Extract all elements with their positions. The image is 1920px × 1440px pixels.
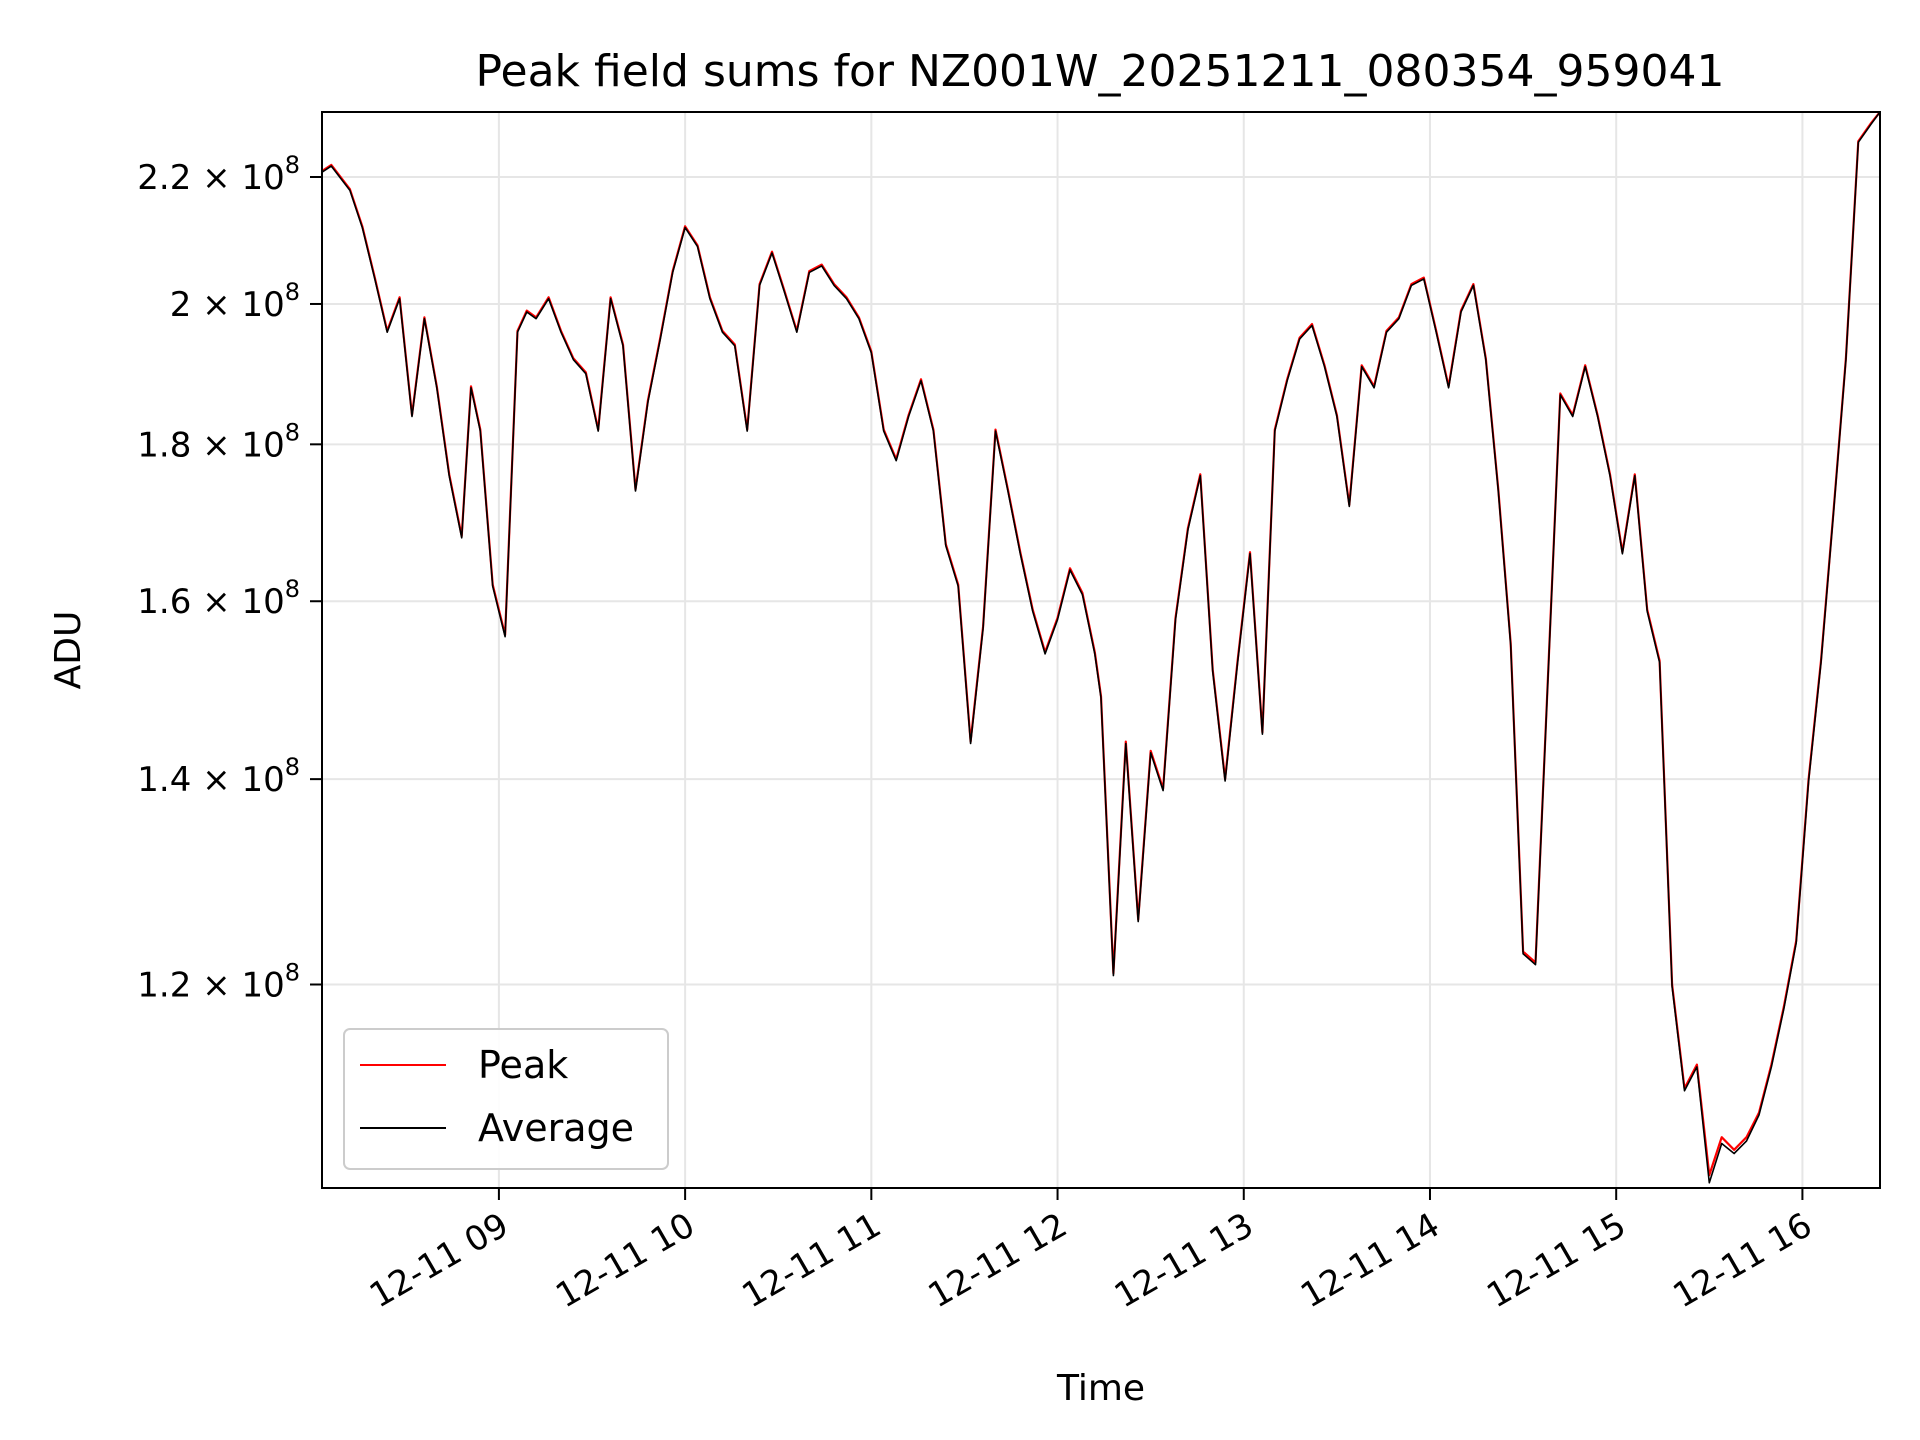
y-tick-label: 1.8 × 108 <box>137 418 300 465</box>
y-tick-mantissa: 1.8 <box>137 425 191 465</box>
y-tick-times-sign: × 10 <box>191 425 284 465</box>
y-tick-exponent: 8 <box>285 418 300 446</box>
y-tick-exponent: 8 <box>285 958 300 986</box>
y-tick-label: 1.2 × 108 <box>137 958 300 1005</box>
plot-frame <box>321 111 1881 1189</box>
legend-label-peak: Peak <box>478 1043 568 1087</box>
y-tick-exponent: 8 <box>285 278 300 306</box>
y-tick-label: 2 × 108 <box>170 278 300 325</box>
legend-label-average: Average <box>478 1106 634 1150</box>
series-lines <box>321 111 1881 1184</box>
grid-lines <box>322 112 1880 1188</box>
y-tick-exponent: 8 <box>285 753 300 781</box>
y-tick-times-sign: × 10 <box>191 582 284 622</box>
y-axis-title: ADU <box>48 611 89 690</box>
y-tick-label: 1.6 × 108 <box>137 575 300 622</box>
y-tick-mantissa: 2 <box>170 285 192 325</box>
y-tick-mantissa: 2.2 <box>137 158 191 198</box>
y-tick-times-sign: × 10 <box>191 965 284 1005</box>
y-tick-mantissa: 1.2 <box>137 965 191 1005</box>
x-axis-title: Time <box>1056 1368 1145 1409</box>
series-line-average <box>321 111 1881 1184</box>
legend: Peak Average <box>343 1028 669 1170</box>
y-tick-label: 2.2 × 108 <box>137 151 300 198</box>
y-tick-times-sign: × 10 <box>191 285 284 325</box>
y-tick-exponent: 8 <box>285 575 300 603</box>
y-tick-mantissa: 1.6 <box>137 582 191 622</box>
plot-area <box>321 111 1881 1189</box>
y-tick-times-sign: × 10 <box>191 158 284 198</box>
y-tick-mantissa: 1.4 <box>137 760 191 800</box>
plot-background <box>322 112 1880 1188</box>
chart-title: Peak field sums for NZ001W_20251211_0803… <box>476 46 1725 97</box>
y-tick-times-sign: × 10 <box>191 760 284 800</box>
y-tick-label: 1.4 × 108 <box>137 753 300 800</box>
y-tick-exponent: 8 <box>285 151 300 179</box>
